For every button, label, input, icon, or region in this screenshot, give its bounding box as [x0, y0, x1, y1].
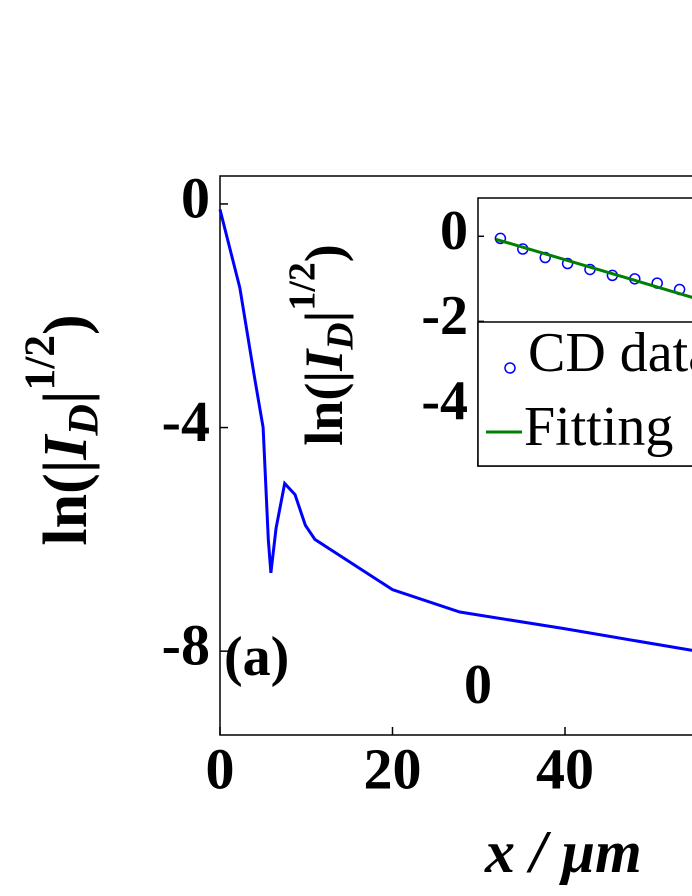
y-axis-label-part: ln(| [294, 371, 354, 446]
y-axis-label-part: 1/2 [16, 335, 64, 390]
y-axis-label: ln(|ID|1/2) [16, 314, 107, 545]
y-axis-label-part: | [294, 311, 354, 323]
y-axis-label: ln(|ID|1/2) [281, 244, 361, 445]
y-axis-label-part: | [32, 390, 100, 404]
y-tick-label: -8 [162, 612, 210, 677]
x-tick-label: 20 [364, 736, 422, 801]
x-tick-label: 40 [536, 736, 594, 801]
legend-box [477, 321, 692, 467]
y-axis-label-part: I [32, 434, 100, 461]
inset-y-tick-label: 0 [440, 200, 468, 262]
x-tick-label: 0 [206, 736, 235, 801]
y-axis-label-part: 1/2 [281, 262, 323, 310]
legend-label: CD data [528, 322, 692, 384]
inset-y-tick-label: -2 [421, 285, 468, 347]
fit-line [495, 237, 692, 299]
y-tick-label: 0 [181, 165, 210, 230]
y-axis-label-part: I [294, 348, 354, 372]
data-line [218, 209, 692, 652]
y-axis-label-part: ) [294, 244, 354, 262]
inset-x-tick-label: 0 [464, 654, 492, 716]
data-point [561, 257, 574, 270]
inset-y-tick-label: -4 [421, 370, 468, 432]
data-point [494, 232, 507, 245]
y-axis-label-part: D [319, 322, 361, 350]
y-axis-label-part: ) [32, 314, 100, 335]
x-axis-label: x / μm [484, 819, 642, 885]
legend-marker [504, 362, 516, 374]
annotation: (a) [224, 626, 289, 688]
y-axis-label-part: D [59, 404, 107, 436]
y-axis-label-part: ln(| [32, 460, 100, 546]
legend-label: Fitting [524, 396, 673, 458]
y-tick-label: -4 [162, 389, 210, 454]
